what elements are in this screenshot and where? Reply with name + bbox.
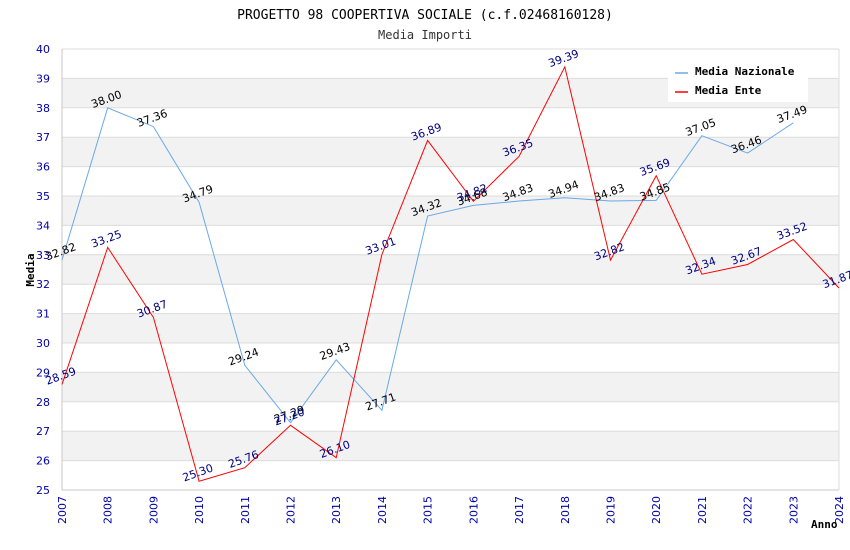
x-tick-label: 2012 xyxy=(285,496,298,524)
chart-title: PROGETTO 98 COOPERTIVA SOCIALE (c.f.0246… xyxy=(237,8,613,23)
x-tick-label: 2017 xyxy=(513,496,526,524)
x-tick-label: 2008 xyxy=(102,496,115,524)
y-tick-label: 35 xyxy=(36,190,50,203)
grid-band xyxy=(62,107,839,138)
y-tick-label: 27 xyxy=(36,425,50,438)
x-tick-label: 2010 xyxy=(193,496,206,524)
legend-box xyxy=(668,60,808,102)
x-tick-label: 2011 xyxy=(239,496,252,524)
y-tick-label: 32 xyxy=(36,278,50,291)
grid-band xyxy=(62,225,839,255)
x-axis-ticks: 2007 2008 2009 2010 2011 2012 2013 2014 2015 2016… xyxy=(56,496,846,524)
grid-band xyxy=(62,343,839,373)
grid-bands xyxy=(61,48,840,491)
x-tick-label: 2024 xyxy=(833,496,846,524)
legend-label-ente: Media Ente xyxy=(695,84,762,97)
x-tick-label: 2007 xyxy=(56,496,69,524)
y-tick-label: 40 xyxy=(36,43,50,56)
y-tick-label: 36 xyxy=(36,161,50,174)
x-tick-label: 2021 xyxy=(696,496,709,524)
y-tick-label: 25 xyxy=(36,484,50,497)
x-tick-label: 2013 xyxy=(330,496,343,524)
y-tick-label: 29 xyxy=(36,366,50,379)
y-tick-label: 34 xyxy=(36,219,50,232)
y-tick-label: 33 xyxy=(36,249,50,262)
x-tick-label: 2022 xyxy=(742,496,755,524)
y-tick-label: 37 xyxy=(36,131,50,144)
x-tick-label: 2009 xyxy=(147,496,160,524)
legend: Media Nazionale Media Ente xyxy=(668,60,808,102)
series-line-media-nazionale xyxy=(61,107,794,424)
x-tick-label: 2016 xyxy=(467,496,480,524)
x-tick-label: 2014 xyxy=(376,496,389,524)
legend-label-nazionale: Media Nazionale xyxy=(695,65,795,78)
y-tick-label: 30 xyxy=(36,337,50,350)
grid-band xyxy=(62,431,839,461)
y-tick-label: 38 xyxy=(36,102,50,115)
x-tick-label: 2018 xyxy=(559,496,572,524)
grid-band xyxy=(62,460,839,490)
grid-band xyxy=(62,254,839,285)
grid-band xyxy=(62,401,839,432)
grid-band xyxy=(62,137,839,167)
x-tick-label: 2015 xyxy=(422,496,435,524)
y-tick-label: 28 xyxy=(36,396,50,409)
grid-band xyxy=(62,313,839,343)
x-tick-label: 2020 xyxy=(650,496,663,524)
y-tick-label: 39 xyxy=(36,72,50,85)
grid-band xyxy=(62,372,839,402)
y-tick-label: 31 xyxy=(36,308,50,321)
x-tick-label: 2019 xyxy=(604,496,617,524)
x-axis-label: Anno xyxy=(811,518,838,531)
grid-band xyxy=(62,284,839,314)
y-axis-label: Media xyxy=(24,253,37,286)
y-tick-label: 26 xyxy=(36,455,50,468)
x-tick-label: 2023 xyxy=(787,496,800,524)
y-axis-ticks: 25 26 27 28 29 30 31 32 33 34 35 36 37 38 39 40 xyxy=(36,43,50,497)
chart-subtitle: Media Importi xyxy=(378,28,472,42)
series-lines xyxy=(61,65,840,482)
series-line-media-ente xyxy=(61,65,840,482)
